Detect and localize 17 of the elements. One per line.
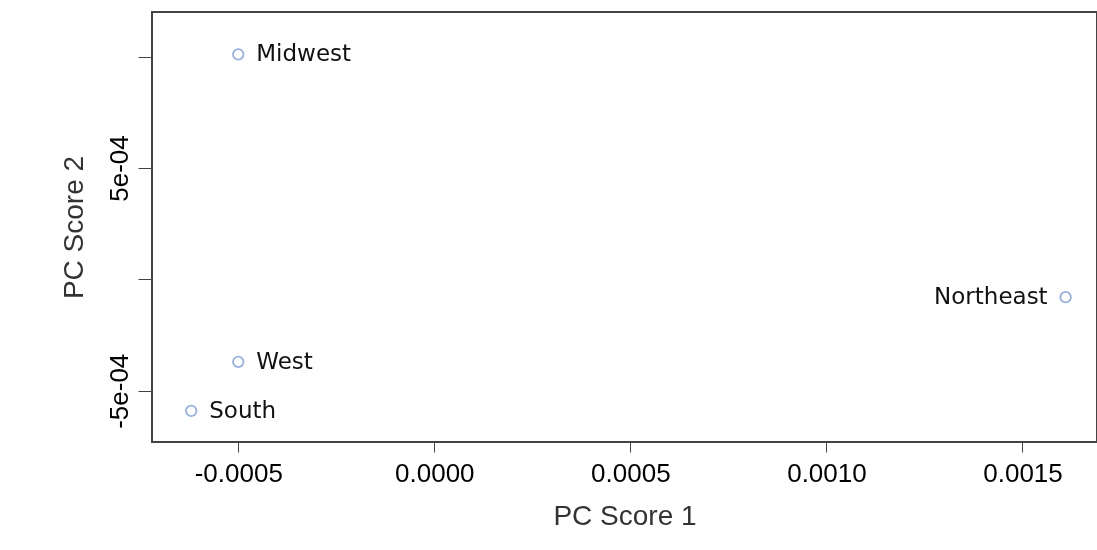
x-tick-label: 0.0010: [787, 457, 867, 488]
point: [1059, 291, 1072, 304]
x-tick-label: 0.0000: [395, 457, 475, 488]
y-tick-label: -5e-04: [103, 353, 134, 429]
point: [232, 355, 245, 368]
x-tick-label: 0.0015: [983, 457, 1063, 488]
point: [232, 48, 245, 61]
x-tick-label: 0.0005: [591, 457, 671, 488]
y-tick-label: 5e-04: [103, 135, 134, 202]
annotation: West: [256, 347, 313, 374]
point: [185, 404, 198, 417]
x-axis-title: PC Score 1: [553, 499, 697, 531]
annotation: Midwest: [256, 40, 352, 67]
annotation: South: [209, 396, 277, 423]
y-axis-title: PC Score 2: [57, 155, 89, 300]
x-tick-label: -0.0005: [194, 457, 283, 488]
annotation: Northeast: [934, 283, 1048, 310]
